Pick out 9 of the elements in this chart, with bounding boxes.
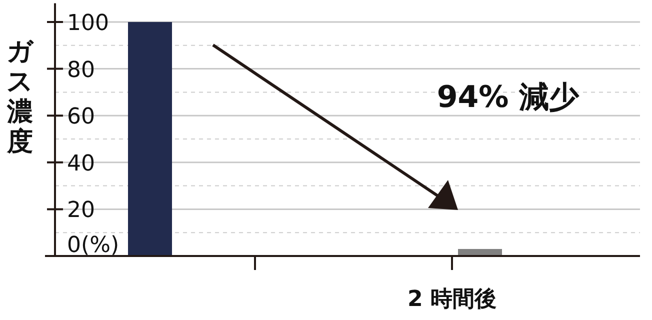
y-tick-label: 40 xyxy=(67,151,95,176)
y-tick-label: 20 xyxy=(67,198,95,224)
y-tick-label: 0(%) xyxy=(67,233,120,258)
y-tick-label: 80 xyxy=(67,58,95,83)
annotation: 94% 減少 xyxy=(436,80,580,115)
x-tick-label: 2 時間後 xyxy=(408,287,496,312)
y-tick-label: 100 xyxy=(67,11,109,36)
y-axis-title: ガス濃度 xyxy=(6,37,34,157)
y-tick-label: 60 xyxy=(67,104,95,130)
